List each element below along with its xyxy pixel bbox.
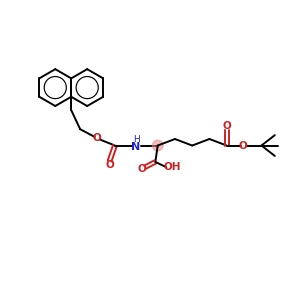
Circle shape bbox=[152, 140, 163, 151]
Text: OH: OH bbox=[164, 162, 181, 172]
Text: O: O bbox=[105, 160, 114, 170]
Text: N: N bbox=[130, 142, 140, 152]
Text: O: O bbox=[239, 140, 248, 151]
Text: O: O bbox=[222, 121, 231, 130]
Text: O: O bbox=[137, 164, 146, 174]
Text: H: H bbox=[133, 135, 140, 144]
Text: O: O bbox=[92, 133, 101, 143]
